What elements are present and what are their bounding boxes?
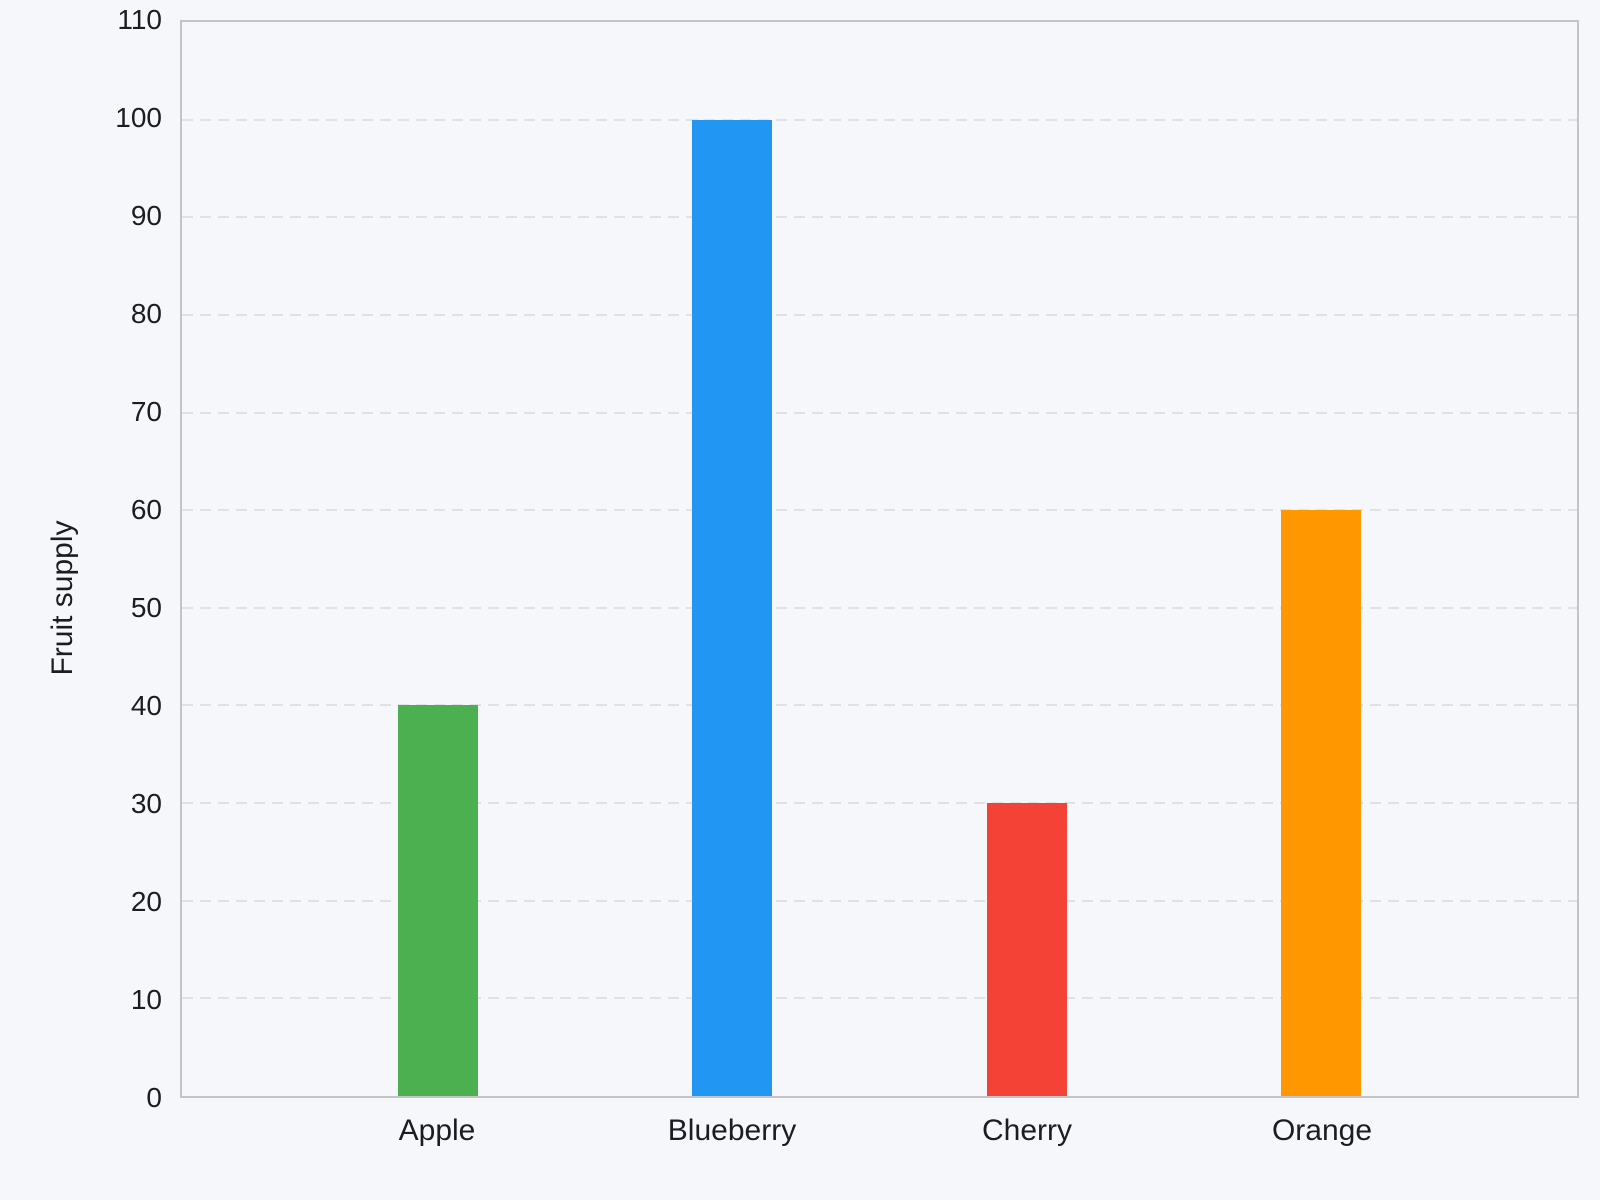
y-tick-label: 110 (117, 4, 162, 35)
y-tick-label: 90 (130, 200, 162, 231)
x-axis-label-cherry: Cherry (981, 1114, 1073, 1147)
gridline (182, 216, 1577, 219)
gridline (182, 802, 1577, 805)
gridline (182, 509, 1577, 512)
x-axis-labels: Apple Blueberry Cherry Orange (180, 1112, 1579, 1160)
gridline (182, 997, 1577, 1000)
x-axis-label-orange: Orange (1271, 1114, 1373, 1147)
y-tick-label: 0 (146, 1082, 162, 1113)
y-tick-label: 30 (130, 788, 162, 819)
y-tick-label: 20 (130, 886, 162, 917)
y-tick-label: 50 (130, 592, 162, 623)
gridline (182, 118, 1577, 121)
gridline (182, 704, 1577, 707)
y-axis-tick-labels: 0 10 20 30 40 50 60 70 80 90 100 110 (0, 6, 162, 1112)
gridline (182, 606, 1577, 609)
bar-blueberry (692, 119, 773, 1096)
x-axis-label-blueberry: Blueberry (667, 1114, 797, 1147)
y-tick-label: 40 (130, 690, 162, 721)
bar-apple (398, 705, 479, 1096)
plot-area (180, 20, 1579, 1098)
bar-series (182, 22, 1577, 1096)
gridline (182, 899, 1577, 902)
gridline (182, 411, 1577, 414)
x-axis-label-apple: Apple (398, 1114, 476, 1147)
y-tick-label: 100 (115, 102, 162, 133)
gridline (182, 313, 1577, 316)
bar-orange (1280, 510, 1361, 1096)
bar-cherry (986, 803, 1067, 1096)
y-tick-label: 80 (130, 298, 162, 329)
y-tick-label: 70 (130, 396, 162, 427)
y-tick-label: 10 (130, 984, 162, 1015)
y-tick-label: 60 (130, 494, 162, 525)
gridlines (182, 22, 1577, 1096)
